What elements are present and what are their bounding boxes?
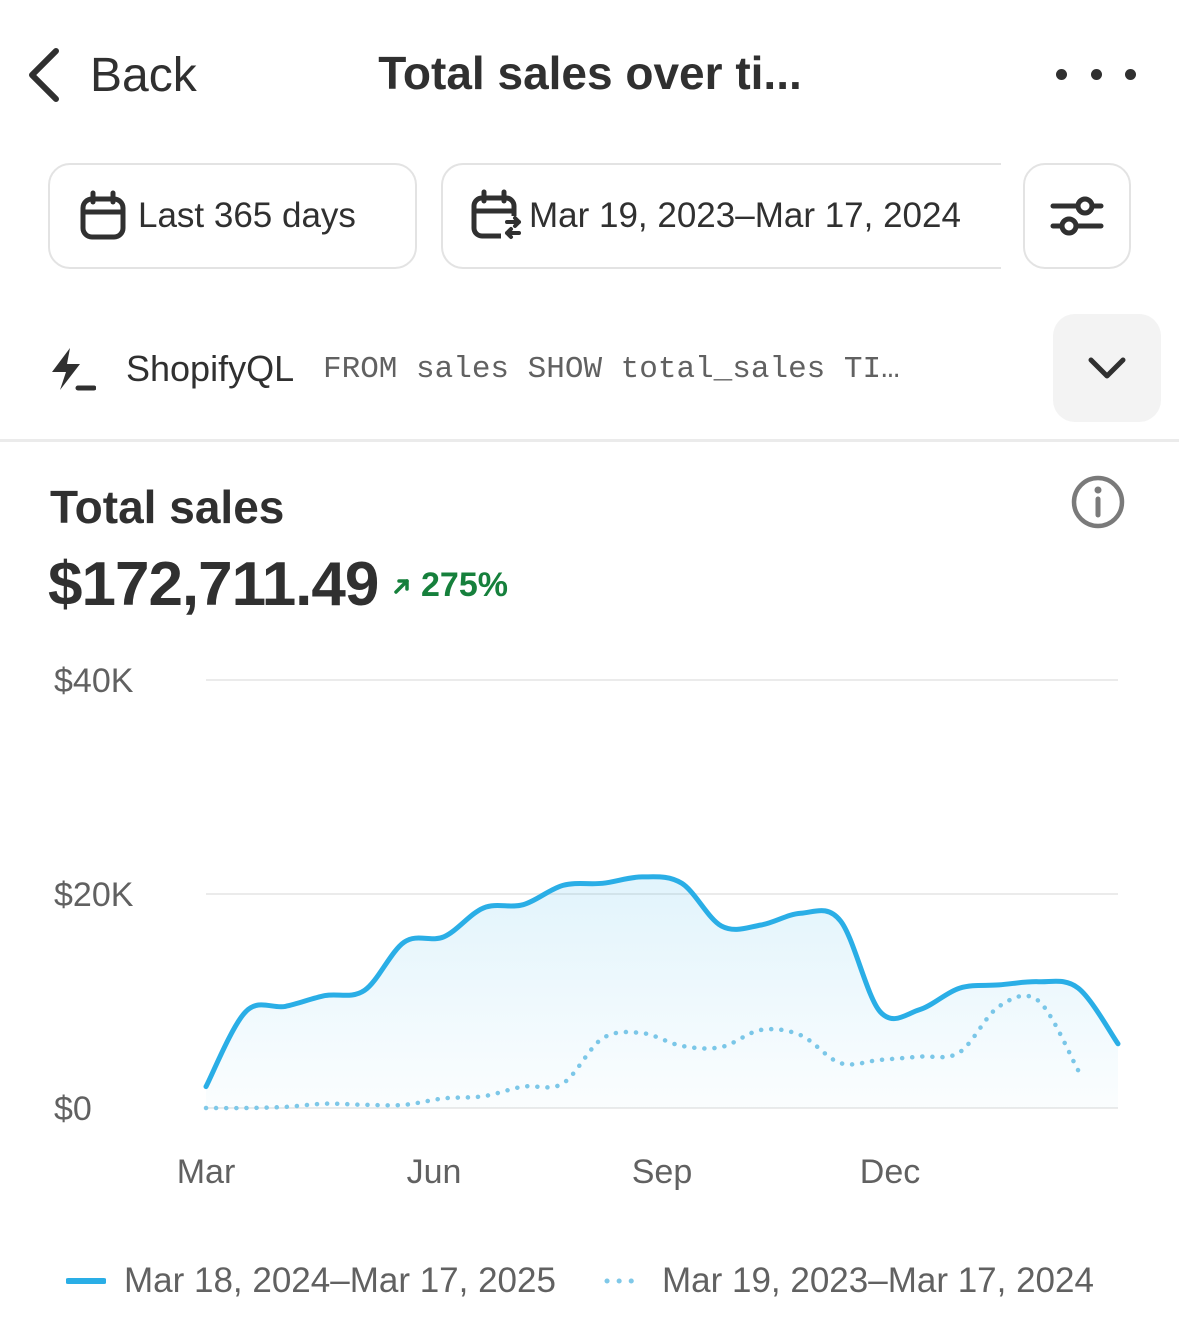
legend-dotted-swatch (604, 1278, 644, 1284)
date-range-chip[interactable]: Last 365 days (48, 163, 417, 269)
divider (0, 439, 1179, 442)
more-icon[interactable] (1056, 52, 1136, 96)
metric-change-value: 275% (421, 566, 508, 604)
date-range-label: Last 365 days (138, 196, 356, 235)
legend-label-previous: Mar 19, 2023–Mar 17, 2024 (662, 1261, 1094, 1300)
filter-settings-button[interactable] (1023, 163, 1131, 269)
comparison-range-label: Mar 19, 2023–Mar 17, 2024 (529, 196, 961, 235)
legend-solid-swatch (66, 1278, 106, 1284)
comparison-range-chip[interactable]: Mar 19, 2023–Mar 17, 2024 (441, 163, 1001, 269)
sliders-icon (1050, 196, 1104, 236)
legend-item-previous: Mar 19, 2023–Mar 17, 2024 (604, 1258, 1094, 1304)
arrow-up-right-icon (394, 578, 409, 594)
y-tick-label: $20K (54, 876, 134, 914)
y-tick-label: $40K (54, 662, 134, 700)
calendar-icon (80, 190, 126, 240)
metric-change-badge: 275% (392, 566, 508, 605)
metric-value: $172,711.49 (48, 550, 379, 619)
x-tick-label: Dec (860, 1153, 920, 1191)
x-tick-label: Sep (632, 1153, 693, 1191)
x-tick-label: Mar (177, 1153, 236, 1191)
bolt-icon (52, 348, 96, 391)
chevron-down-icon (1088, 357, 1126, 379)
y-tick-label: $0 (54, 1090, 92, 1128)
chevron-left-icon (29, 48, 59, 102)
series-line-current (203, 874, 1121, 1090)
info-icon[interactable] (1070, 474, 1126, 530)
query-language-label: ShopifyQL (126, 348, 295, 389)
page-title: Total sales over ti... (378, 47, 802, 99)
legend-label-current: Mar 18, 2024–Mar 17, 2025 (124, 1261, 556, 1300)
back-label: Back (90, 48, 197, 102)
x-tick-label: Jun (407, 1153, 462, 1191)
calendar-compare-icon (471, 189, 521, 239)
back-button[interactable]: Back (24, 40, 197, 110)
metric-title: Total sales (50, 481, 285, 533)
expand-query-button[interactable] (1053, 314, 1161, 422)
sales-chart: $0 $20K $40K Mar Jun Sep Dec (54, 662, 1121, 1191)
series-area-current (206, 876, 1118, 1108)
legend-item-current: Mar 18, 2024–Mar 17, 2025 (66, 1258, 556, 1304)
query-text[interactable]: FROM sales SHOW total_sales TI… (323, 352, 900, 387)
